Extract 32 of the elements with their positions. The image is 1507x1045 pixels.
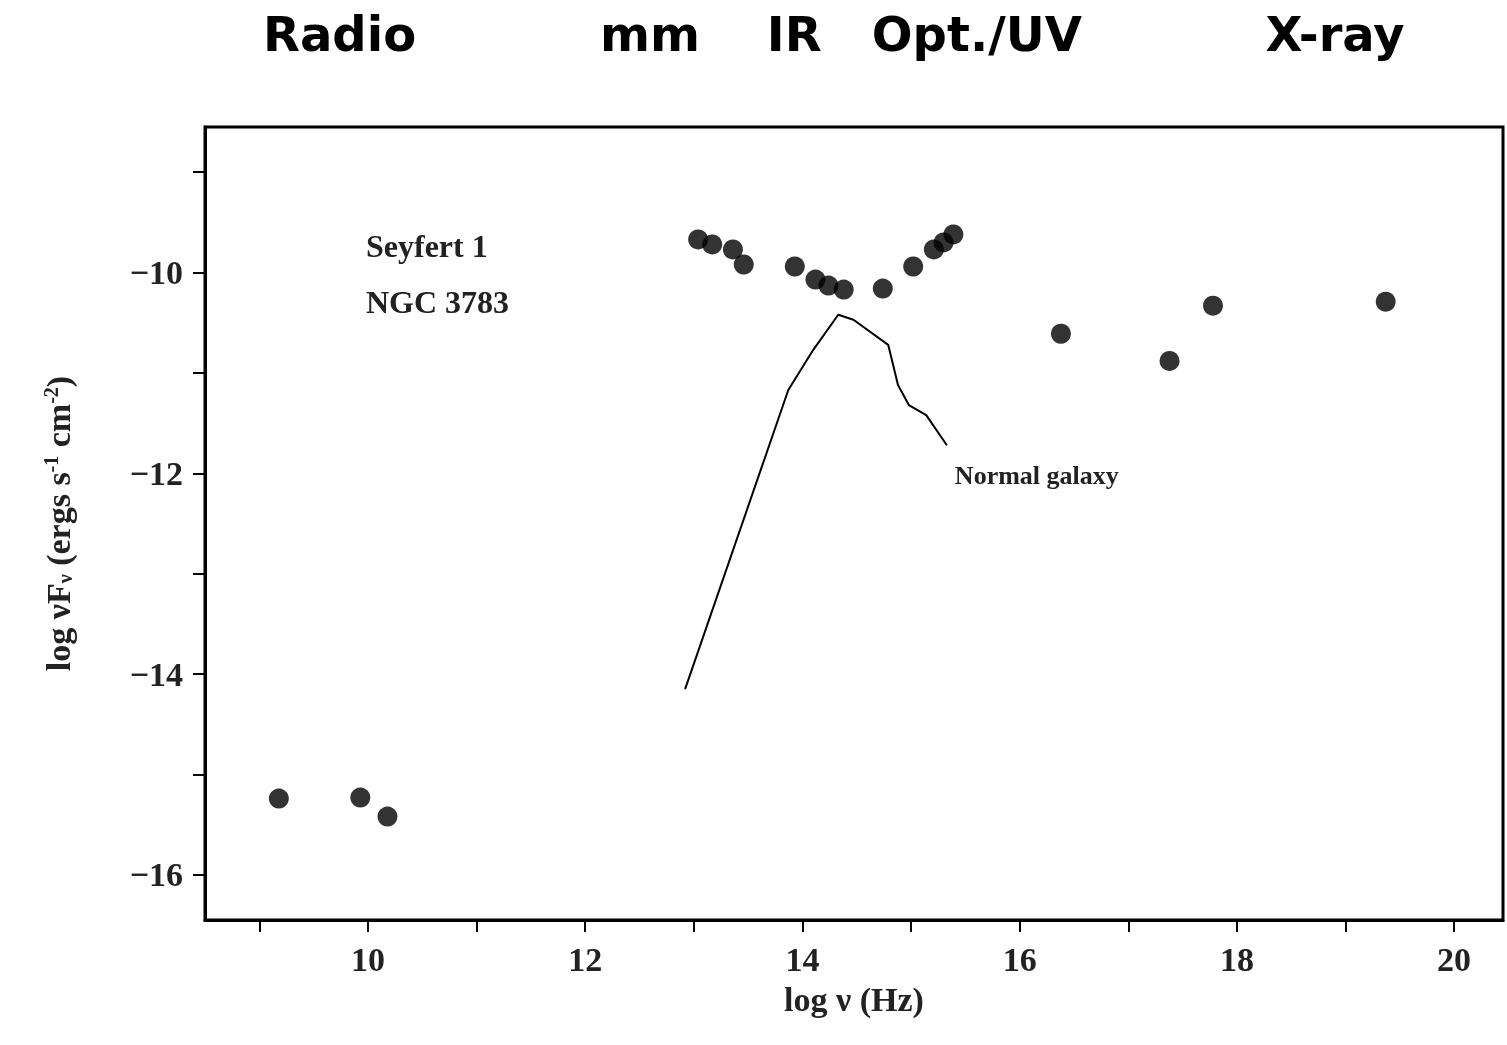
- x-tick-label: 14: [785, 940, 820, 978]
- point: [733, 254, 754, 275]
- y-tick-label: −10: [129, 254, 183, 292]
- x-tick-label: 18: [1219, 940, 1254, 978]
- annotation: Seyfert 1: [366, 228, 488, 264]
- x-tick-label: 20: [1437, 940, 1472, 978]
- x-axis-title: log ν (Hz): [784, 980, 924, 1019]
- point: [872, 278, 893, 299]
- y-tick-label: −16: [129, 856, 183, 894]
- y-axis-title: log νFν (ergs s-1 cm-2): [39, 375, 78, 672]
- y-tick-label: −12: [129, 454, 183, 492]
- point: [702, 234, 723, 255]
- point: [377, 806, 398, 827]
- x-tick-label: 12: [568, 940, 603, 978]
- point: [1050, 323, 1071, 344]
- point: [784, 256, 805, 277]
- chart-title: Radio mm IR Opt./UV X-ray: [263, 6, 1406, 62]
- x-tick-label: 10: [350, 940, 385, 978]
- point: [833, 279, 854, 300]
- point: [1159, 350, 1180, 371]
- point: [350, 787, 371, 808]
- y-tick-label: −14: [129, 655, 183, 693]
- point: [903, 256, 924, 277]
- series-label: Normal galaxy: [954, 460, 1119, 490]
- annotation: NGC 3783: [366, 284, 510, 320]
- line-series: [684, 313, 948, 691]
- point: [1203, 295, 1223, 316]
- point: [268, 788, 289, 809]
- point: [1375, 291, 1396, 312]
- x-tick-label: 16: [1002, 940, 1037, 978]
- point: [722, 239, 743, 260]
- point: [943, 224, 964, 245]
